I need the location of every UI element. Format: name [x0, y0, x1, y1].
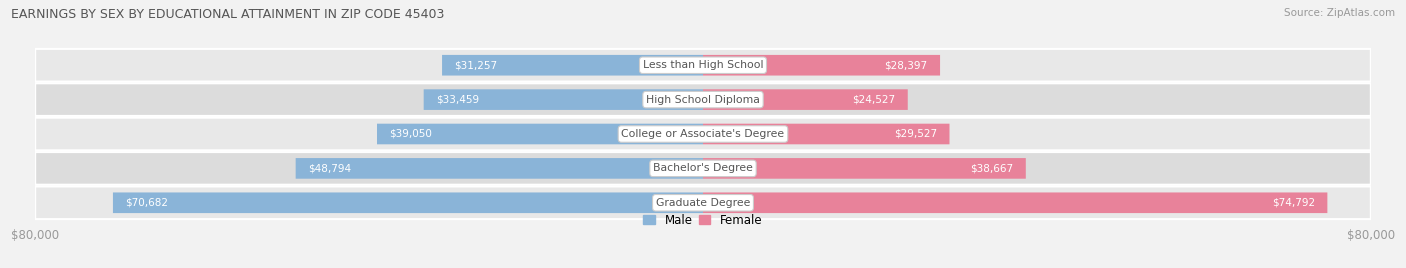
Text: Bachelor's Degree: Bachelor's Degree [652, 163, 754, 173]
Text: $48,794: $48,794 [308, 163, 352, 173]
Text: EARNINGS BY SEX BY EDUCATIONAL ATTAINMENT IN ZIP CODE 45403: EARNINGS BY SEX BY EDUCATIONAL ATTAINMEN… [11, 8, 444, 21]
FancyBboxPatch shape [35, 83, 1371, 116]
Text: Source: ZipAtlas.com: Source: ZipAtlas.com [1284, 8, 1395, 18]
FancyBboxPatch shape [35, 187, 1371, 219]
FancyBboxPatch shape [441, 55, 703, 76]
Text: High School Diploma: High School Diploma [647, 95, 759, 105]
FancyBboxPatch shape [295, 158, 703, 179]
FancyBboxPatch shape [703, 89, 908, 110]
Text: $74,792: $74,792 [1271, 198, 1315, 208]
Text: $70,682: $70,682 [125, 198, 169, 208]
FancyBboxPatch shape [112, 192, 703, 213]
Text: $24,527: $24,527 [852, 95, 896, 105]
Text: Graduate Degree: Graduate Degree [655, 198, 751, 208]
FancyBboxPatch shape [423, 89, 703, 110]
FancyBboxPatch shape [703, 158, 1026, 179]
Text: $29,527: $29,527 [894, 129, 936, 139]
Text: $33,459: $33,459 [436, 95, 479, 105]
FancyBboxPatch shape [377, 124, 703, 144]
FancyBboxPatch shape [35, 152, 1371, 185]
FancyBboxPatch shape [703, 124, 949, 144]
Text: $38,667: $38,667 [970, 163, 1014, 173]
Text: $31,257: $31,257 [454, 60, 498, 70]
Text: $39,050: $39,050 [389, 129, 433, 139]
Legend: Male, Female: Male, Female [644, 214, 762, 226]
FancyBboxPatch shape [703, 55, 941, 76]
FancyBboxPatch shape [35, 118, 1371, 150]
FancyBboxPatch shape [35, 49, 1371, 81]
Text: $28,397: $28,397 [884, 60, 928, 70]
FancyBboxPatch shape [703, 192, 1327, 213]
Text: Less than High School: Less than High School [643, 60, 763, 70]
Text: College or Associate's Degree: College or Associate's Degree [621, 129, 785, 139]
